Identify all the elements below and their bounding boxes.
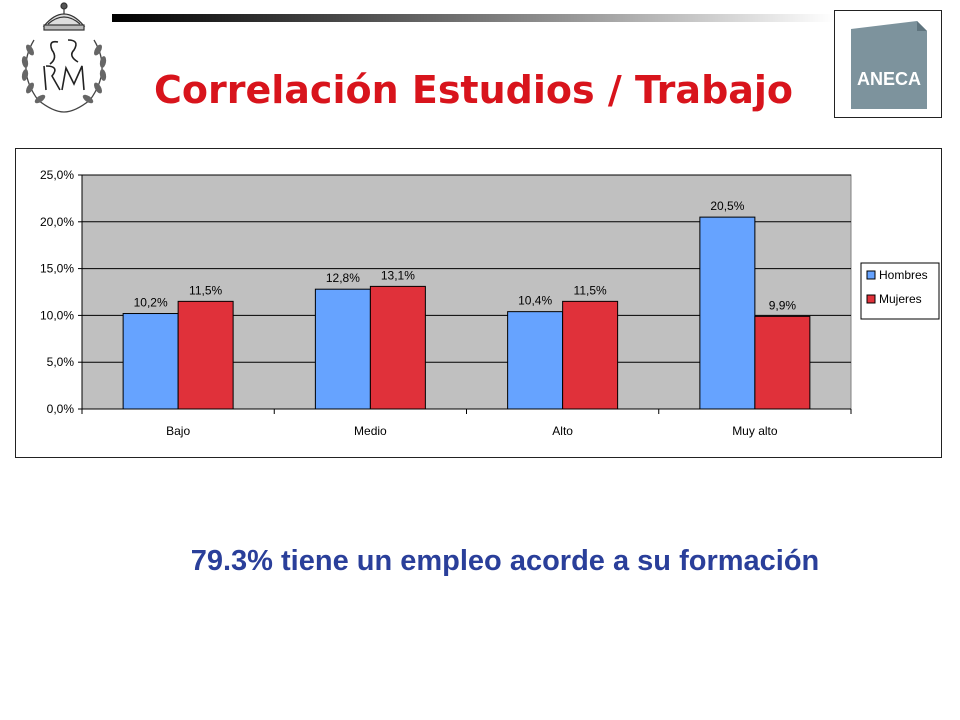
x-tick-label: Bajo — [166, 424, 190, 438]
bar-hombres-bajo — [122, 313, 179, 410]
bar-mujeres-muy-alto — [754, 315, 811, 410]
bar-chart: 0,0% 5,0% 10,0% 15,0% 20,0% 25,0% Bajo Medio Alt… — [15, 148, 942, 458]
data-label: 10,2% — [134, 296, 168, 310]
summary-caption: 79.3% tiene un empleo acorde a su formac… — [190, 545, 820, 577]
y-tick-label: 5,0% — [47, 355, 75, 369]
bar-mujeres-alto — [562, 300, 619, 410]
slide-title: Correlación Estudios / Trabajo — [154, 68, 794, 112]
data-label: 12,8% — [326, 271, 360, 285]
y-tick-label: 15,0% — [40, 262, 74, 276]
bar-hombres-alto — [507, 311, 564, 410]
chart-svg: 0,0% 5,0% 10,0% 15,0% 20,0% 25,0% Bajo Medio Alt… — [40, 168, 940, 438]
aneca-logo-text: ANECA — [857, 69, 921, 89]
data-label: 20,5% — [710, 199, 744, 213]
bar-mujeres-bajo — [177, 300, 234, 410]
bar-mujeres-medio — [369, 285, 426, 410]
y-tick-label: 25,0% — [40, 168, 74, 182]
data-label: 11,5% — [574, 283, 607, 297]
legend-label: Hombres — [879, 268, 928, 282]
legend-swatch — [866, 270, 876, 280]
header-gradient-line — [112, 14, 834, 22]
y-tick-label: 20,0% — [40, 215, 74, 229]
data-label: 10,4% — [518, 294, 552, 308]
society-seal-logo — [8, 0, 120, 120]
x-tick-label: Muy alto — [732, 424, 778, 438]
aneca-logo: ANECA — [834, 10, 942, 118]
x-tick-label: Alto — [552, 424, 573, 438]
y-tick-label: 10,0% — [40, 308, 74, 322]
x-tick-label: Medio — [354, 424, 387, 438]
legend-swatch — [866, 294, 876, 304]
data-label: 9,9% — [769, 298, 797, 312]
y-tick-label: 0,0% — [47, 402, 75, 416]
bar-hombres-muy-alto — [699, 216, 756, 410]
bar-hombres-medio — [314, 288, 371, 410]
data-label: 13,1% — [381, 268, 415, 282]
legend-label: Mujeres — [879, 292, 922, 306]
data-label: 11,5% — [189, 283, 222, 297]
